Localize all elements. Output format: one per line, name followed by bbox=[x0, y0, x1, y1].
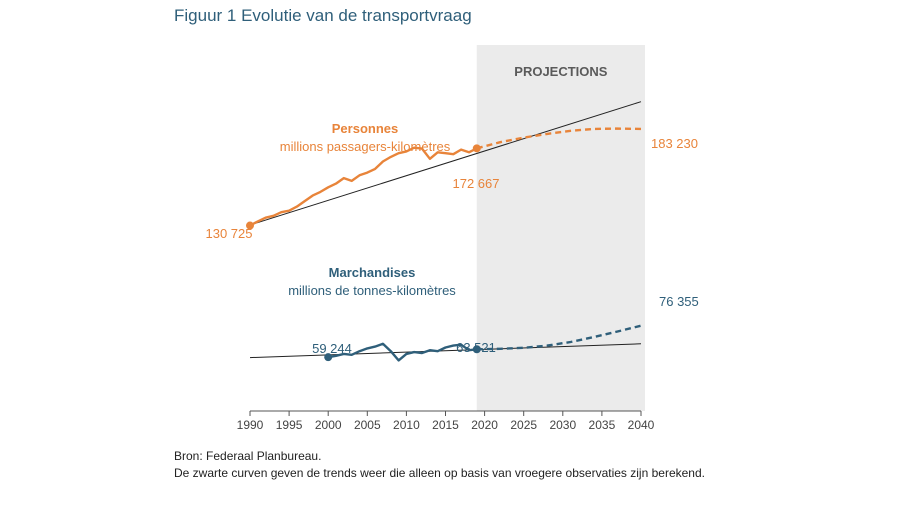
x-tick-label-2020: 2020 bbox=[471, 418, 498, 432]
goods-name: Marchandises bbox=[329, 265, 416, 280]
chart-title: Figuur 1 Evolutie van de transportvraag bbox=[174, 6, 472, 25]
persons-historical-line bbox=[249, 146, 478, 227]
x-tick-label-2010: 2010 bbox=[393, 418, 420, 432]
persons-projection-line bbox=[476, 127, 642, 150]
x-tick-label-2005: 2005 bbox=[354, 418, 381, 432]
persons-end-label: 172 667 bbox=[453, 176, 500, 191]
source-note: Bron: Federaal Planbureau. bbox=[174, 449, 322, 463]
line-chart: PROJECTIONS 1990 1995 2000 2005 2010 2015 2020… bbox=[206, 45, 699, 432]
goods-end-label: 63 521 bbox=[456, 340, 496, 355]
goods-projection-label: 76 355 bbox=[659, 294, 699, 309]
persons-projection-label: 183 230 bbox=[651, 136, 698, 151]
chart-notes: Bron: Federaal Planbureau. De zwarte cur… bbox=[174, 448, 734, 482]
x-tick-label-1990: 1990 bbox=[237, 418, 264, 432]
x-axis: 1990 1995 2000 2005 2010 2015 2020 2025 2030 2035… bbox=[237, 410, 655, 432]
trend-note: De zwarte curven geven de trends weer di… bbox=[174, 466, 705, 480]
goods-unit: millions de tonnes-kilomètres bbox=[288, 283, 456, 298]
x-tick-label-2035: 2035 bbox=[589, 418, 616, 432]
persons-name: Personnes bbox=[332, 121, 398, 136]
persons-start-point bbox=[246, 221, 254, 230]
x-tick-label-2030: 2030 bbox=[549, 418, 576, 432]
persons-start-label: 130 725 bbox=[206, 226, 253, 241]
x-tick-label-2015: 2015 bbox=[432, 418, 459, 432]
persons-unit: millions passagers-kilomètres bbox=[280, 139, 451, 154]
goods-historical-line bbox=[327, 342, 477, 362]
labels-layer: Personnes millions passagers-kilomètres 13… bbox=[206, 121, 699, 356]
goods-projection-line bbox=[476, 324, 642, 351]
goods-start-label: 59 244 bbox=[312, 341, 352, 356]
persons-end-point bbox=[472, 144, 481, 153]
projection-label: PROJECTIONS bbox=[514, 64, 608, 79]
goods-start-point bbox=[324, 353, 333, 362]
projection-region bbox=[476, 45, 645, 411]
x-tick-label-1995: 1995 bbox=[276, 418, 303, 432]
series-layer bbox=[246, 101, 642, 362]
goods-end-point bbox=[472, 345, 481, 354]
persons-trend-line bbox=[249, 101, 642, 226]
x-tick-label-2000: 2000 bbox=[315, 418, 342, 432]
goods-trend-line bbox=[249, 343, 642, 359]
x-tick-label-2025: 2025 bbox=[510, 418, 537, 432]
x-tick-label-2040: 2040 bbox=[628, 418, 655, 432]
